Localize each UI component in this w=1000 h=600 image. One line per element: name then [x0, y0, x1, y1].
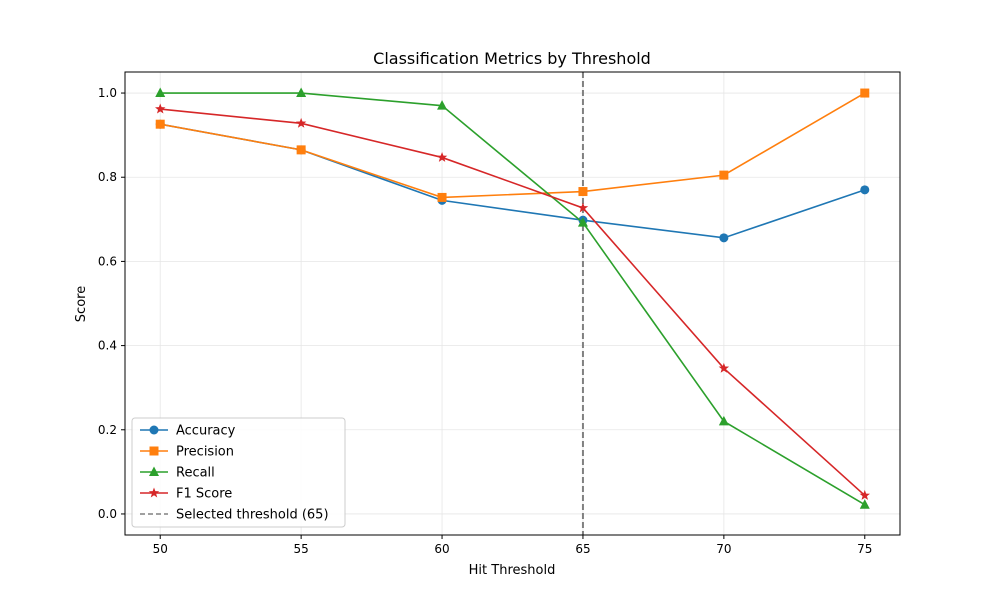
f1-score-line — [160, 108, 866, 497]
x-tick-label: 55 — [293, 542, 308, 556]
accuracy-point — [719, 233, 729, 243]
legend-label: F1 Score — [176, 487, 232, 502]
legend-item-accuracy: Accuracy — [140, 424, 236, 439]
f1-score-point — [718, 362, 730, 373]
precision-point — [860, 88, 870, 98]
legend-swatch-marker — [149, 466, 159, 476]
x-tick-label: 65 — [575, 542, 590, 556]
recall-point — [577, 217, 588, 227]
legend-label: Selected threshold (65) — [176, 508, 329, 523]
legend-swatch-marker — [149, 446, 159, 456]
chart-title: Classification Metrics by Threshold — [373, 49, 651, 68]
precision-point — [155, 119, 165, 129]
accuracy-line — [160, 123, 866, 239]
recall-point — [296, 87, 307, 98]
legend-item-precision: Precision — [140, 445, 234, 460]
legend-label: Precision — [176, 445, 234, 460]
legend-swatch-marker — [148, 487, 160, 498]
x-tick-label: 75 — [857, 542, 872, 556]
legend-item-selected-threshold-65: Selected threshold (65) — [140, 508, 329, 523]
y-axis-label: Score — [74, 286, 89, 322]
x-tick-label: 60 — [434, 542, 449, 556]
f1-score-point — [436, 151, 448, 162]
recall-point — [718, 415, 729, 426]
x-tick-label: 70 — [716, 542, 731, 556]
legend-label: Accuracy — [176, 424, 236, 439]
y-tick-label: 1.0 — [98, 86, 117, 100]
axes: 50 55 60 65 70 75 0.0 0.2 0.4 0.6 0.8 1.0 — [98, 86, 873, 556]
f1-score-point — [295, 117, 307, 128]
f1-score-point — [859, 489, 870, 500]
recall-line — [160, 92, 866, 506]
precision-point — [578, 187, 588, 197]
plot-frame — [124, 71, 901, 536]
precision-line — [160, 92, 866, 199]
f1-score-point — [155, 103, 166, 114]
precision-point — [719, 170, 729, 180]
f1-score-series — [155, 103, 870, 500]
precision-point — [437, 192, 447, 202]
x-axis-label: Hit Threshold — [469, 563, 556, 578]
recall-point — [155, 87, 166, 98]
legend-swatch-marker — [149, 425, 159, 435]
y-tick-label: 0.4 — [98, 339, 117, 353]
accuracy-point — [860, 185, 870, 195]
y-tick-label: 0.8 — [98, 170, 117, 184]
f1-score-point — [577, 202, 589, 213]
y-tick-label: 0.0 — [98, 507, 117, 521]
accuracy-series — [155, 119, 870, 243]
recall-point — [437, 100, 448, 110]
y-tick-label: 0.2 — [98, 423, 117, 437]
recall-series — [155, 87, 870, 509]
y-tick-label: 0.6 — [98, 254, 117, 268]
legend-label: Recall — [176, 466, 215, 481]
legend-box — [131, 417, 346, 528]
legend: Accuracy Precision Recall F1 Score Selected … — [131, 417, 346, 528]
precision-series — [155, 88, 870, 202]
legend-item-f1-score: F1 Score — [140, 487, 232, 502]
legend-item-recall: Recall — [140, 466, 215, 481]
x-tick-label: 50 — [153, 542, 168, 556]
series-group — [155, 87, 870, 509]
recall-point — [859, 499, 870, 509]
precision-point — [296, 145, 306, 155]
